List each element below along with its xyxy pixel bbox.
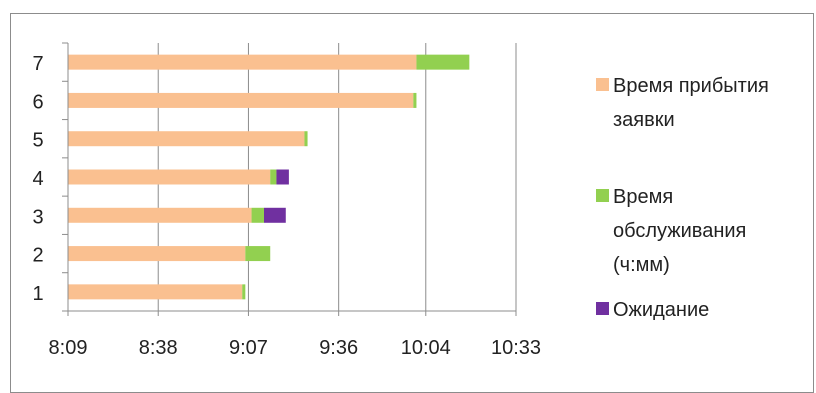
bar-segment-1 [68,54,417,70]
bar-segment-1 [68,131,305,147]
stacked-bar-chart: 8:09 8:38 9:07 9:36 10:04 10:33 1 2 3 4 5 6 7 Время … [32,42,769,359]
legend-label-line: (ч:мм) [613,254,670,276]
x-tick-label: 8:38 [139,337,178,359]
bar-segment-1 [68,169,271,185]
x-tick-label: 10:33 [491,337,541,359]
bar-segment-2 [270,169,277,185]
legend-swatch [596,302,609,315]
x-tick-label: 10:04 [401,337,451,359]
bar-segment-2 [242,284,246,300]
y-tick-label: 2 [32,245,43,267]
bars [68,54,470,300]
bar-segment-2 [304,131,308,147]
bar-segment-1 [68,92,414,108]
bar-segment-3 [276,169,289,185]
x-tick-label: 9:07 [229,337,268,359]
legend: Время прибытия заявки Время обслуживания (ч:… [596,75,769,321]
legend-swatch [596,78,609,91]
legend-label-line: заявки [613,109,675,131]
legend-label: Время обслуживания (ч:мм) [613,186,746,276]
axes: 8:09 8:38 9:07 9:36 10:04 10:33 1 2 3 4 5 6 7 [32,42,541,359]
y-tick-label: 3 [32,206,43,228]
legend-label-line: Ожидание [613,299,709,321]
y-tick-label: 5 [32,130,43,152]
legend-label: Ожидание [613,299,709,321]
bar-segment-1 [68,284,243,300]
x-tick-label: 8:09 [49,337,88,359]
legend-label: Время прибытия заявки [613,75,769,131]
x-tick-label: 9:36 [319,337,358,359]
y-tick-label: 6 [32,91,43,113]
y-tick-label: 4 [32,168,43,190]
bar-segment-2 [245,246,271,262]
legend-label-line: обслуживания [613,220,746,242]
bar-segment-2 [416,54,470,70]
bar-segment-1 [68,207,252,223]
bar-segment-2 [251,207,264,223]
y-tick-label: 7 [32,53,43,75]
bar-segment-2 [413,92,417,108]
legend-label-line: Время [613,186,673,208]
bar-segment-1 [68,246,246,262]
chart-frame [10,13,814,393]
bar-segment-3 [264,207,286,223]
y-tick-label: 1 [32,283,43,305]
legend-label-line: Время прибытия [613,75,769,97]
legend-swatch [596,189,609,202]
